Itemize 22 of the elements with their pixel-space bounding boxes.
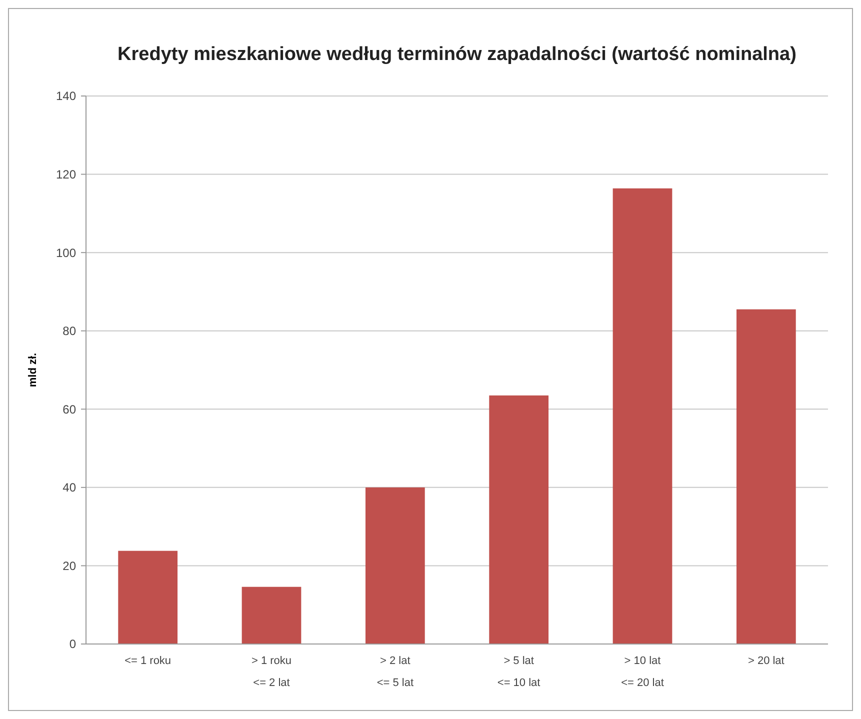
y-tick-label: 40: [62, 480, 76, 495]
x-tick-label: > 1 roku <= 2 lat: [251, 655, 292, 689]
y-tick-label: 60: [62, 402, 76, 416]
y-tick-label: 140: [56, 89, 76, 104]
x-tick-label: > 2 lat <= 5 lat: [376, 655, 414, 689]
y-tick-label: 20: [62, 558, 76, 573]
bar: [612, 188, 672, 644]
bar: [489, 395, 549, 644]
y-axis-title: mld zł.: [27, 352, 39, 388]
x-tick-label: > 10 lat <= 20 lat: [621, 655, 664, 689]
bar: [242, 586, 302, 644]
bar: [118, 550, 178, 644]
x-tick-label: > 5 lat <= 10 lat: [497, 655, 540, 689]
bar: [365, 487, 425, 644]
y-tick-label: 100: [56, 246, 76, 260]
y-tick-label: 80: [62, 324, 76, 338]
chart-title: Kredyty mieszkaniowe według terminów zapadalności (wartość nominalna): [118, 44, 796, 65]
y-tick-label: 0: [69, 637, 76, 652]
x-tick-label: > 20 lat: [748, 655, 784, 667]
bar: [736, 309, 796, 644]
x-tick-label: <= 1 roku: [124, 655, 172, 667]
y-tick-label: 120: [56, 167, 76, 182]
